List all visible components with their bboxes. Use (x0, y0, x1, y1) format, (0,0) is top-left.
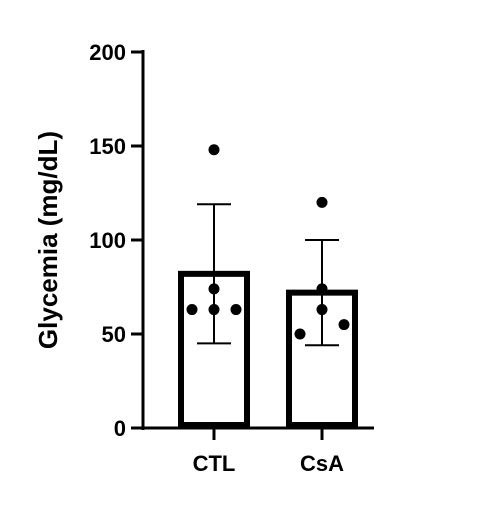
bars (178, 270, 358, 429)
x-axis: CTL CsA (141, 426, 374, 476)
data-points (186, 144, 350, 340)
y-tick-label: 200 (89, 40, 126, 65)
x-tick-label: CsA (300, 451, 344, 476)
data-point (230, 304, 242, 316)
data-point (208, 304, 220, 316)
data-point (208, 144, 220, 156)
y-tick-label: 150 (89, 134, 126, 159)
y-axis: 0 50 100 150 200 (89, 40, 145, 441)
data-point (316, 283, 328, 295)
y-tick-label: 50 (102, 322, 126, 347)
data-point (316, 304, 328, 316)
data-point (186, 304, 198, 316)
data-point (316, 196, 328, 208)
data-point (294, 328, 306, 340)
x-tick-label: CTL (193, 451, 236, 476)
y-tick-label: 0 (114, 416, 126, 441)
data-point (208, 283, 220, 295)
y-tick-label: 100 (89, 228, 126, 253)
y-axis-title: Glycemia (mg/dL) (33, 131, 63, 349)
data-point (338, 319, 350, 331)
